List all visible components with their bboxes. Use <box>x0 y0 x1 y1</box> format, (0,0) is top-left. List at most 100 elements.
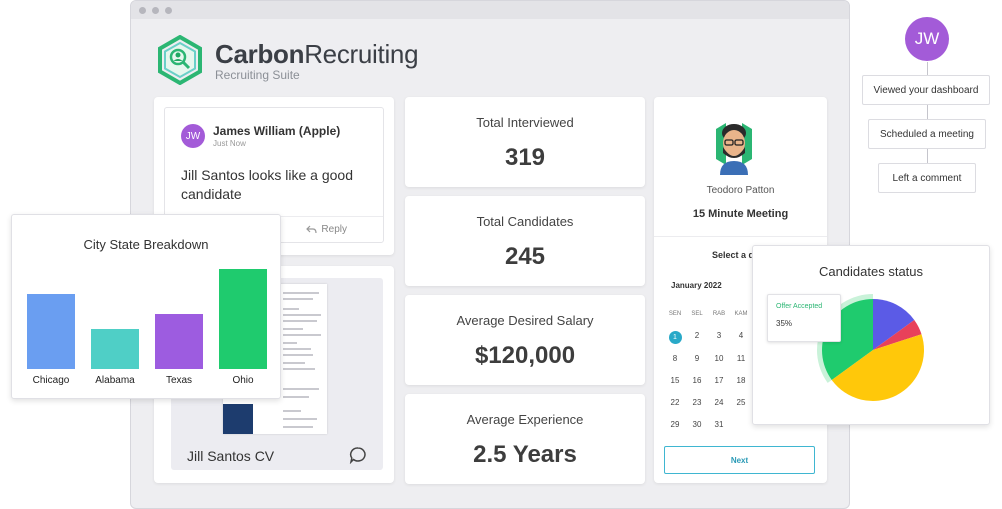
select-date-label: Select a d <box>712 250 755 260</box>
comment-avatar: JW <box>181 124 205 148</box>
stat-value: 245 <box>504 243 546 270</box>
tooltip-label: Offer Accepted <box>776 303 823 310</box>
chart-title: City State Breakdown <box>83 237 209 252</box>
bar-chart: Chicago Alabama Texas Ohio <box>27 269 267 386</box>
timeline-item-scheduled: Scheduled a meeting <box>868 119 986 149</box>
stat-card-salary: Average Desired Salary $120,000 <box>405 295 645 385</box>
weekday-label: SEN <box>668 311 682 317</box>
bar-texas[interactable] <box>155 314 203 369</box>
bar-chicago[interactable] <box>27 294 75 369</box>
pie-slice[interactable] <box>831 334 924 401</box>
cv-sidebar-block <box>223 404 253 434</box>
calendar-day[interactable]: 15 <box>670 376 680 385</box>
stat-card-interviewed: Total Interviewed 319 <box>405 97 645 187</box>
bar-label: Texas <box>166 375 192 386</box>
calendar-day[interactable]: 24 <box>714 398 724 407</box>
calendar-day[interactable]: 9 <box>694 354 700 363</box>
calendar-day[interactable]: 16 <box>692 376 702 385</box>
calendar-month: January 2022 <box>671 281 722 290</box>
calendar-week: 8 9 10 11 <box>664 354 752 363</box>
cv-text-line <box>283 396 309 398</box>
stat-label: Average Desired Salary <box>456 313 594 328</box>
activity-timeline: JW Viewed your dashboard Scheduled a mee… <box>860 17 994 202</box>
cv-text-line <box>283 334 321 336</box>
stat-label: Total Interviewed <box>476 115 574 130</box>
comment-author: James William (Apple) <box>213 124 341 138</box>
cv-text-line <box>283 388 319 390</box>
stat-value: 2.5 Years <box>473 441 577 468</box>
calendar-day[interactable]: 10 <box>714 354 724 363</box>
cv-title: Jill Santos CV <box>187 448 275 464</box>
candidates-status-chart: Candidates status Offer Accepted 35% <box>752 245 990 425</box>
cv-text-line <box>283 298 313 300</box>
brand: CarbonRecruiting Recruiting Suite <box>155 35 419 85</box>
bar-label: Alabama <box>95 375 135 386</box>
calendar-day[interactable]: 30 <box>692 420 702 429</box>
calendar-day[interactable]: 23 <box>692 398 702 407</box>
cv-text-line <box>283 328 303 330</box>
comment-box: JW James William (Apple) Just Now Jill S… <box>164 107 384 243</box>
calendar-week: 22 23 24 25 <box>664 398 752 407</box>
window-titlebar <box>131 1 849 19</box>
reply-label: Reply <box>321 224 347 235</box>
meeting-host-name: Teodoro Patton <box>706 185 775 196</box>
calendar-week: 29 30 31 <box>664 420 752 429</box>
chart-tooltip: Offer Accepted 35% <box>767 294 841 342</box>
meeting-title: 15 Minute Meeting <box>692 208 789 220</box>
cv-text-line <box>283 354 313 356</box>
window-dot-icon <box>139 6 146 14</box>
stat-card-experience: Average Experience 2.5 Years <box>405 394 645 484</box>
calendar-day[interactable]: 31 <box>714 420 724 429</box>
bar-label: Chicago <box>33 375 70 386</box>
calendar-week: 1 2 3 4 <box>664 331 752 344</box>
person-avatar-icon <box>716 123 752 175</box>
cv-text-line <box>283 308 299 310</box>
calendar-day[interactable]: 22 <box>670 398 680 407</box>
stat-label: Average Experience <box>466 412 584 427</box>
tooltip-value: 35% <box>776 319 793 328</box>
stat-value: 319 <box>504 144 546 171</box>
calendar-day[interactable]: 18 <box>736 376 746 385</box>
weekday-label: RAB <box>712 311 726 317</box>
calendar-weekdays: SEN SEL RAB KAM <box>664 311 752 317</box>
calendar-week: 15 16 17 18 <box>664 376 752 385</box>
stat-card-candidates: Total Candidates 245 <box>405 196 645 286</box>
divider <box>654 236 827 237</box>
pie-slice[interactable] <box>873 299 915 350</box>
timeline-item-viewed: Viewed your dashboard <box>862 75 990 105</box>
cv-text-line <box>283 314 321 316</box>
chat-bubble-icon[interactable] <box>349 446 367 464</box>
weekday-label: KAM <box>734 311 748 317</box>
comment-text: Jill Santos looks like a good candidate <box>181 167 353 202</box>
stat-value: $120,000 <box>474 342 576 369</box>
calendar-day[interactable]: 25 <box>736 398 746 407</box>
cv-text-line <box>283 342 297 344</box>
pie-slice[interactable] <box>873 320 922 350</box>
chart-title: Candidates status <box>818 264 924 279</box>
window-dot-icon <box>165 6 172 14</box>
brand-subtitle: Recruiting Suite <box>215 67 300 82</box>
calendar-day-selected[interactable]: 1 <box>664 331 686 344</box>
carbon-logo-icon <box>158 35 202 85</box>
timeline-avatar[interactable]: JW <box>905 17 949 61</box>
bar-ohio[interactable] <box>219 269 267 369</box>
cv-text-line <box>283 362 305 364</box>
weekday-label: SEL <box>691 311 703 317</box>
window-dot-icon <box>152 6 159 14</box>
bar-label: Ohio <box>232 375 254 386</box>
brand-title: CarbonRecruiting <box>215 38 419 69</box>
reply-button[interactable]: Reply <box>306 224 347 235</box>
calendar-day[interactable]: 17 <box>714 376 724 385</box>
bar-alabama[interactable] <box>91 329 139 369</box>
calendar-day[interactable]: 3 <box>716 331 722 340</box>
timeline-item-comment: Left a comment <box>878 163 976 193</box>
cv-text-line <box>283 418 317 420</box>
calendar-day[interactable]: 29 <box>670 420 680 429</box>
cv-text-line <box>283 426 313 428</box>
comment-time: Just Now <box>213 139 246 148</box>
calendar-day[interactable]: 8 <box>672 354 678 363</box>
calendar-day[interactable]: 11 <box>736 354 746 363</box>
next-button[interactable]: Next <box>664 446 815 474</box>
calendar-day[interactable]: 4 <box>738 331 744 340</box>
calendar-day[interactable]: 2 <box>694 331 700 340</box>
